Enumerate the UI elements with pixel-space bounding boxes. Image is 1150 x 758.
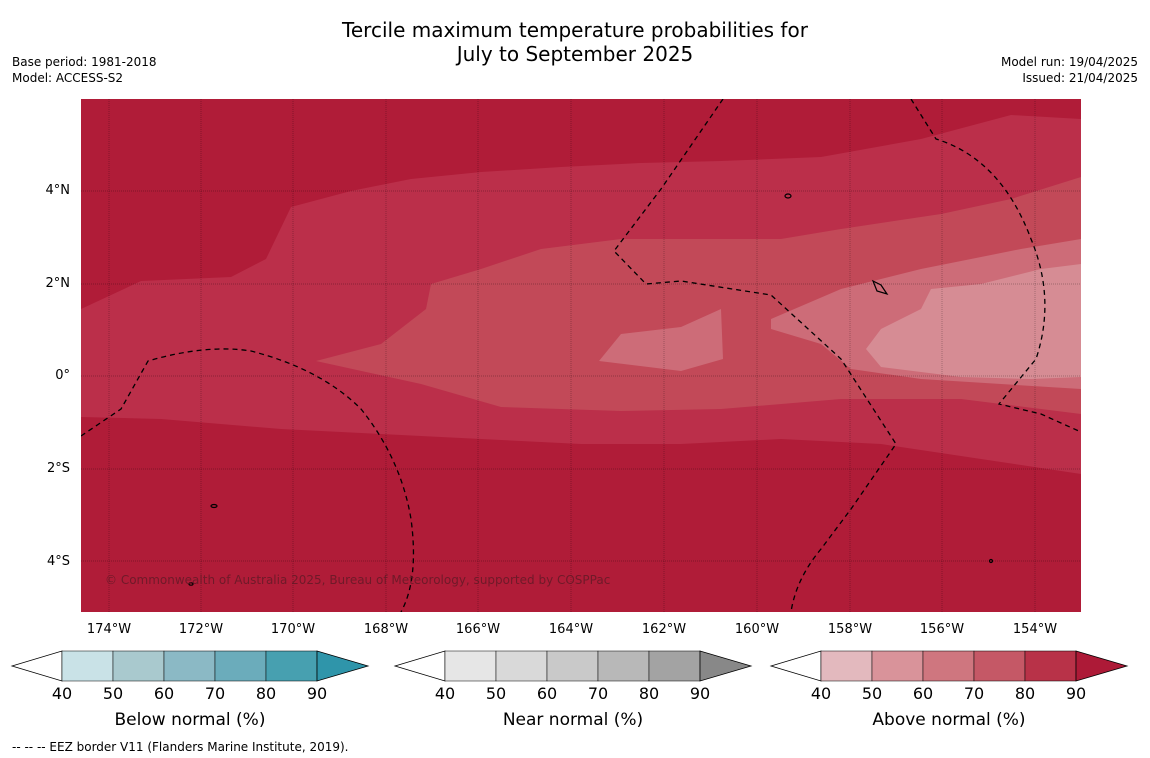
above-tick-40: 40: [810, 684, 832, 703]
near-tick-60: 60: [536, 684, 558, 703]
island-3: [784, 193, 792, 199]
colorbar-legend: [10, 650, 1129, 682]
below-tick-60: 60: [153, 684, 175, 703]
lon-label-166w: 166°W: [455, 622, 501, 637]
colorbar-above-right-arrow: [1075, 650, 1129, 682]
model-run: Model run: 19/04/2025: [1000, 55, 1138, 69]
base-period: Base period: 1981-2018: [12, 55, 157, 69]
title-line-1: Tercile maximum temperature probabilitie…: [342, 18, 808, 42]
lon-label-160w: 160°W: [734, 622, 780, 637]
near-tick-50: 50: [485, 684, 507, 703]
colorbar-near-left-arrow: [393, 650, 446, 682]
above-tick-80: 80: [1014, 684, 1036, 703]
colorbar-below-segment-2: [112, 650, 165, 682]
lon-label-170w: 170°W: [270, 622, 316, 637]
model-name: Model: ACCESS-S2: [12, 71, 124, 85]
title-line-2: July to September 2025: [456, 42, 694, 66]
band-above-50: [866, 264, 1081, 379]
copyright-text: © Commonwealth of Australia 2025, Bureau…: [105, 573, 610, 587]
above-tick-70: 70: [963, 684, 985, 703]
gridlines: [81, 99, 1081, 612]
meta-left: Base period: 1981-2018 Model: ACCESS-S2: [12, 54, 157, 86]
eez-border-central: [613, 99, 897, 612]
issued-date: Issued: 21/04/2025: [1022, 71, 1138, 85]
lon-label-158w: 158°W: [827, 622, 873, 637]
lat-label-2s: 2°S: [46, 461, 70, 476]
map-title: Tercile maximum temperature probabilitie…: [0, 18, 1150, 66]
eez-footnote: -- -- -- EEZ border V11 (Flanders Marine…: [12, 740, 349, 754]
eez-border-east: [910, 99, 1081, 433]
colorbar-below: [10, 650, 370, 682]
colorbar-above-segment-2: [871, 650, 924, 682]
colorbar-near-segment-2: [495, 650, 548, 682]
colorbar-below-segment-5: [265, 650, 318, 682]
above-normal-title: Above normal (%): [872, 710, 1026, 730]
above-tick-60: 60: [912, 684, 934, 703]
colorbar-near: [393, 650, 753, 682]
eez-border-west: [81, 348, 415, 612]
near-tick-40: 40: [434, 684, 456, 703]
above-tick-90: 90: [1065, 684, 1087, 703]
island-1: [210, 503, 218, 509]
colorbar-above-segment-1: [820, 650, 873, 682]
above-tick-50: 50: [861, 684, 883, 703]
lon-label-162w: 162°W: [641, 622, 687, 637]
lon-label-154w: 154°W: [1012, 622, 1058, 637]
island-5: [988, 558, 994, 564]
colorbar-near-segment-5: [648, 650, 701, 682]
colorbar-near-segment-4: [597, 650, 650, 682]
near-tick-80: 80: [638, 684, 660, 703]
colorbar-near-segment-1: [444, 650, 497, 682]
near-tick-70: 70: [587, 684, 609, 703]
below-normal-title: Below normal (%): [114, 710, 266, 730]
colorbar-above-left-arrow: [769, 650, 822, 682]
lat-label-4n: 4°N: [45, 183, 71, 198]
below-tick-40: 40: [51, 684, 73, 703]
below-tick-90: 90: [306, 684, 328, 703]
eez-borders: [81, 99, 1081, 612]
colorbar-near-right-arrow: [699, 650, 753, 682]
lat-label-0: 0°: [55, 368, 70, 383]
colorbar-below-segment-4: [214, 650, 267, 682]
colorbar-near-segment-3: [546, 650, 599, 682]
band-above-60: [599, 309, 723, 371]
lat-label-2n: 2°N: [45, 276, 71, 291]
below-tick-50: 50: [102, 684, 124, 703]
below-tick-70: 70: [204, 684, 226, 703]
island-4: [871, 279, 889, 296]
island-2: [188, 582, 194, 586]
colorbar-above-segment-4: [973, 650, 1026, 682]
near-normal-title: Near normal (%): [502, 710, 644, 730]
lon-label-164w: 164°W: [548, 622, 594, 637]
lon-label-174w: 174°W: [86, 622, 132, 637]
colorbar-above: [769, 650, 1129, 682]
meta-right: Model run: 19/04/2025 Issued: 21/04/2025: [1001, 54, 1138, 86]
islands: [188, 193, 994, 586]
near-tick-90: 90: [689, 684, 711, 703]
below-tick-80: 80: [255, 684, 277, 703]
lat-label-4s: 4°S: [46, 554, 70, 569]
colorbar-above-segment-3: [922, 650, 975, 682]
lon-label-172w: 172°W: [178, 622, 224, 637]
lon-label-168w: 168°W: [363, 622, 409, 637]
lon-label-156w: 156°W: [919, 622, 965, 637]
colorbar-below-segment-1: [61, 650, 114, 682]
colorbar-below-segment-3: [163, 650, 216, 682]
colorbar-below-left-arrow: [10, 650, 63, 682]
colorbar-below-right-arrow: [316, 650, 370, 682]
colorbar-above-segment-5: [1024, 650, 1077, 682]
probability-map[interactable]: © Commonwealth of Australia 2025, Bureau…: [81, 99, 1081, 612]
